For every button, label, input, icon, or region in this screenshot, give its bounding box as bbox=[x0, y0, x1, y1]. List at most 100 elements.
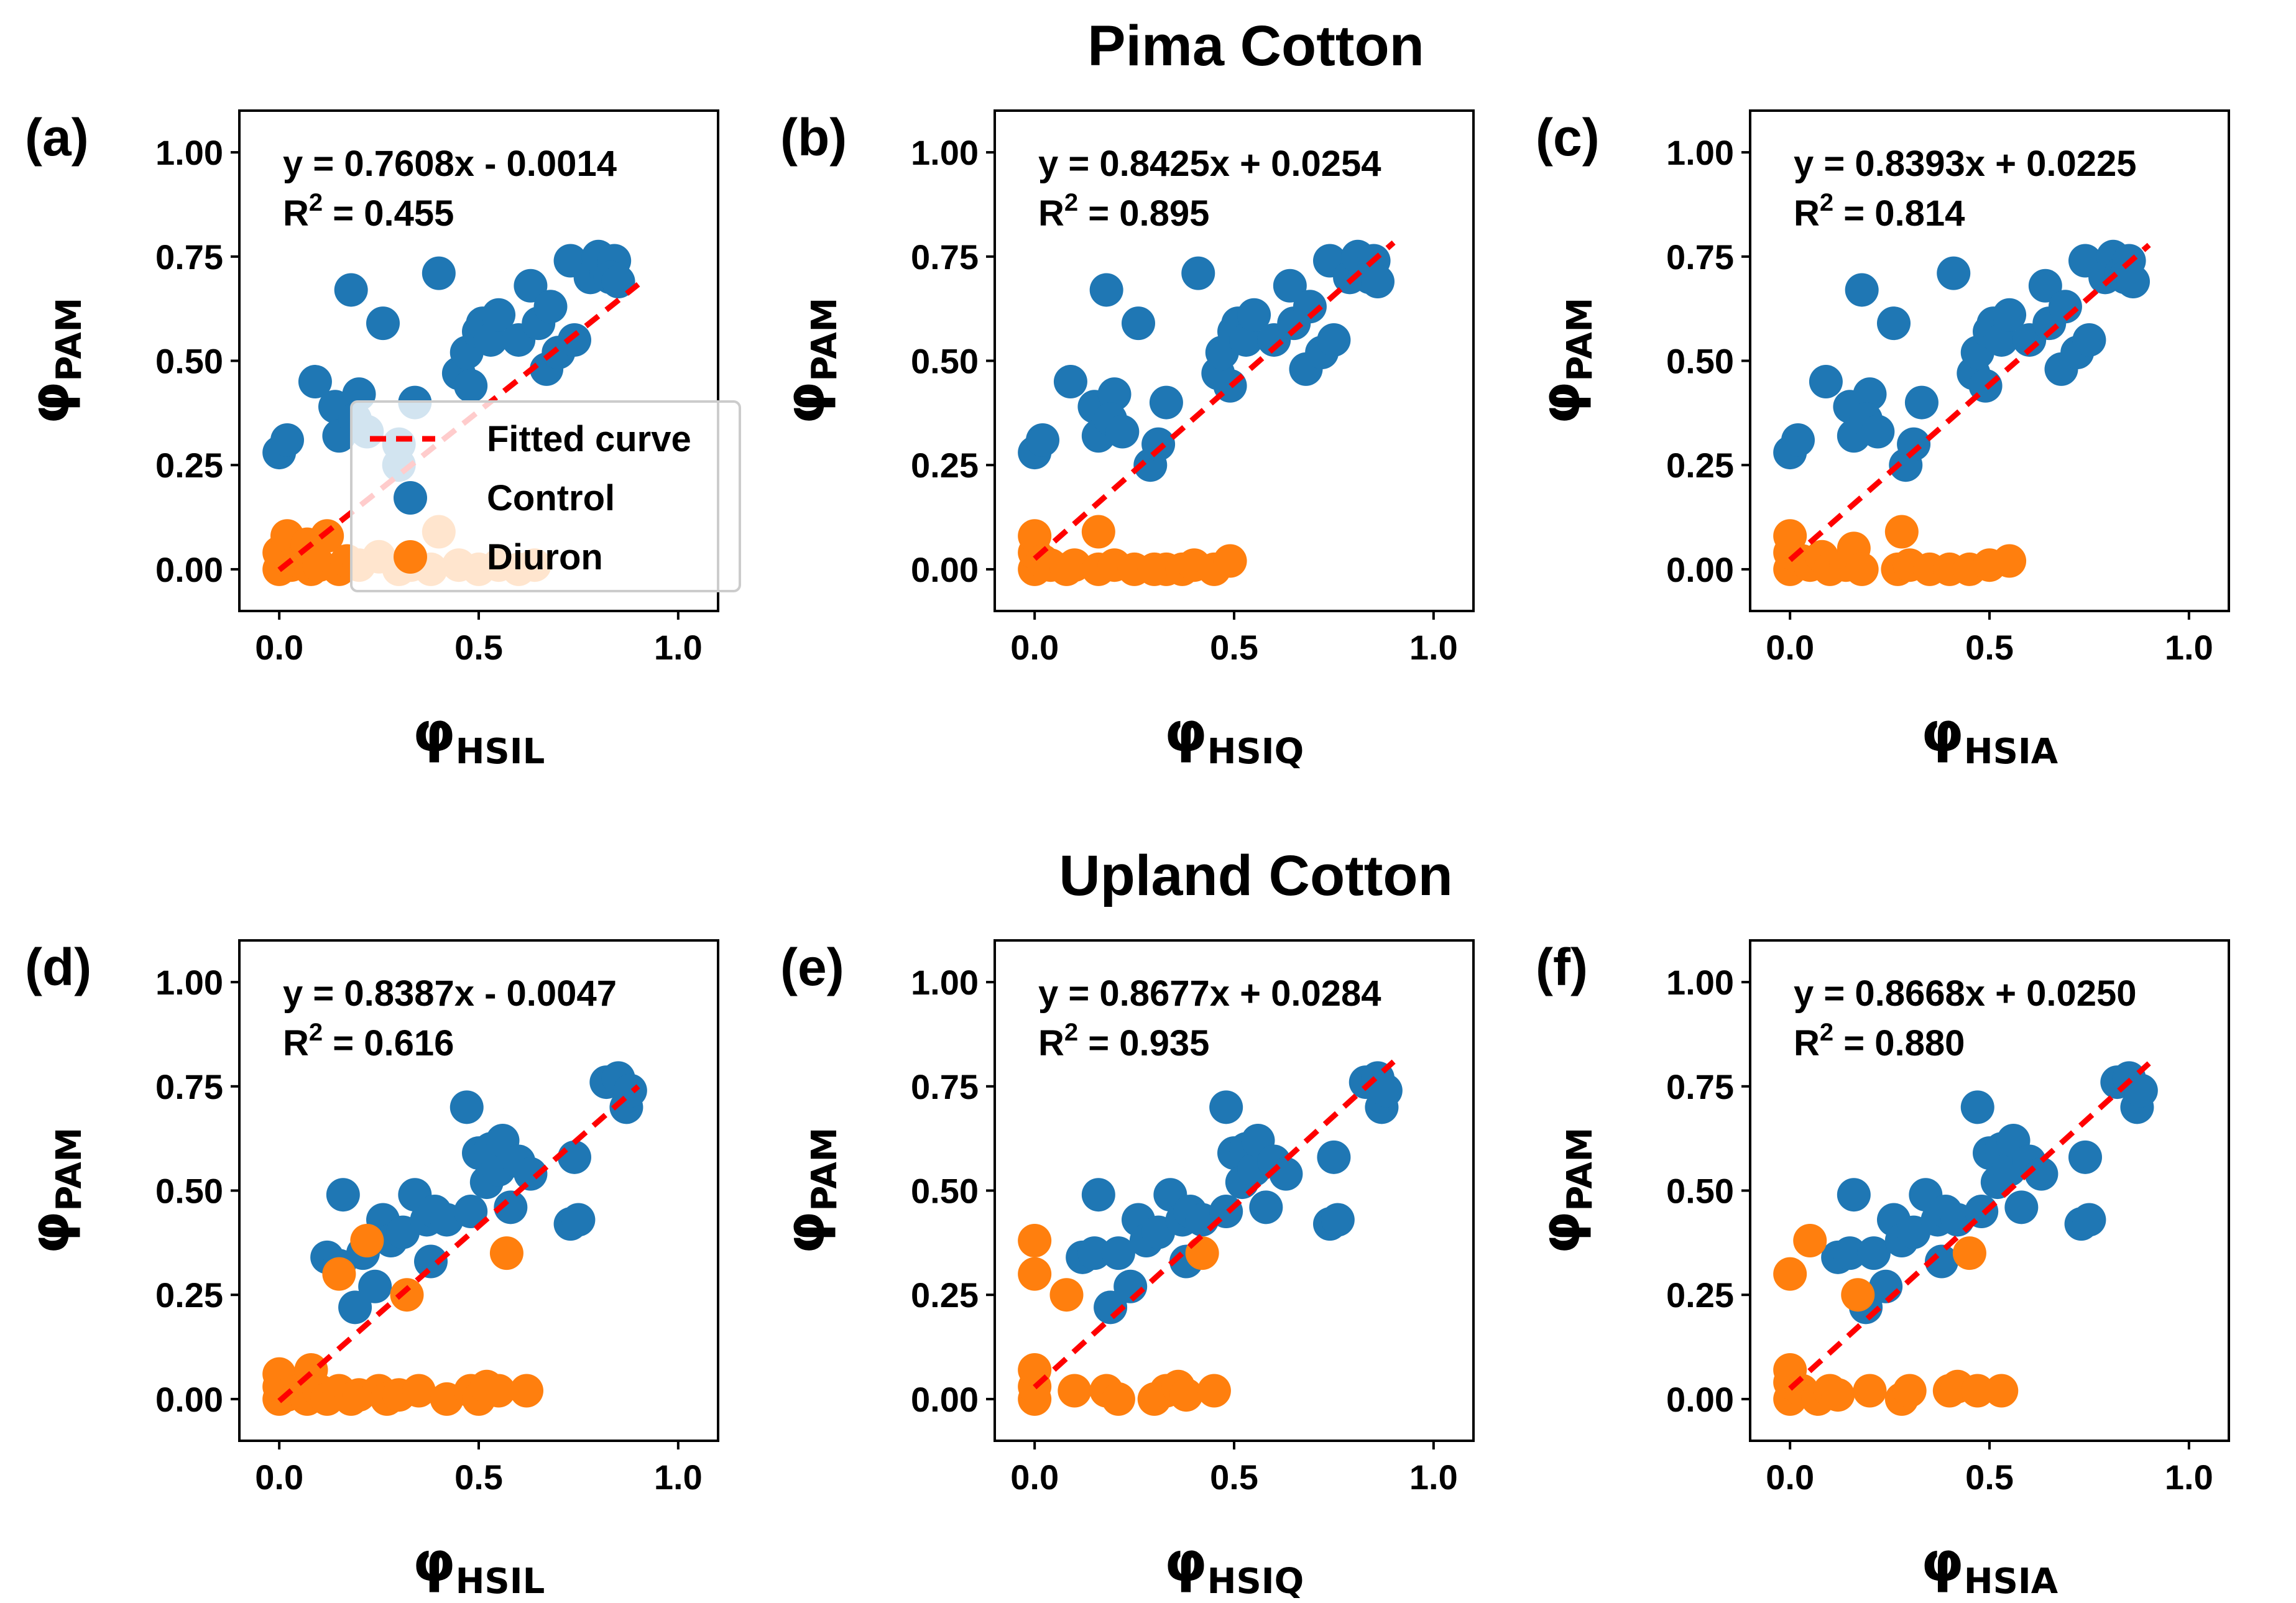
x-tick-label: 0.0 bbox=[1010, 628, 1059, 667]
control-point bbox=[1081, 1178, 1115, 1212]
x-axis-subscript: HSIA bbox=[1964, 1561, 2059, 1602]
x-tick-label: 0.5 bbox=[1965, 628, 2014, 667]
control-point bbox=[454, 369, 488, 403]
diuron-point bbox=[510, 1374, 543, 1408]
y-tick-label: 0.25 bbox=[911, 1275, 979, 1315]
diuron-point bbox=[1081, 515, 1115, 549]
y-axis-subscript: PAM bbox=[49, 1128, 90, 1211]
y-axis-label: φPAM bbox=[773, 1128, 845, 1254]
diuron-point bbox=[1960, 1374, 1994, 1408]
fit-equation: y = 0.8668x + 0.0250 bbox=[1794, 973, 2137, 1014]
x-tick-label: 0.5 bbox=[454, 628, 503, 667]
control-point bbox=[422, 256, 456, 290]
y-tick-label: 0.25 bbox=[911, 446, 979, 485]
x-axis-symbol: φ bbox=[413, 700, 456, 764]
control-point bbox=[1781, 423, 1815, 457]
r-squared-sup: 2 bbox=[309, 1019, 323, 1046]
panel-6: 0.0 0.5 1.0 0.00 0.25 0.50 0.75 1.00 y = 0.8668x… bbox=[1528, 938, 2230, 1602]
x-tick-label: 0.5 bbox=[1965, 1458, 2014, 1497]
y-tick-label: 0.00 bbox=[1666, 550, 1734, 589]
diuron-point bbox=[1049, 1278, 1084, 1312]
diuron-point bbox=[1018, 1257, 1052, 1291]
x-tick-label: 1.0 bbox=[654, 1458, 703, 1497]
y-tick-label: 0.00 bbox=[155, 550, 223, 589]
control-point bbox=[1269, 1157, 1303, 1191]
r-squared-prefix: R bbox=[1794, 193, 1820, 234]
y-axis-subscript: PAM bbox=[805, 1128, 845, 1211]
y-tick-label: 0.50 bbox=[1666, 1172, 1734, 1211]
diuron-point bbox=[1169, 1378, 1203, 1412]
panel-label: (e) bbox=[780, 938, 844, 996]
x-tick-label: 0.0 bbox=[1766, 628, 1814, 667]
r-squared-sup: 2 bbox=[1064, 1019, 1078, 1046]
panel-1: 0.0 0.5 1.0 0.00 0.25 0.50 0.75 1.00 y = 0.7608x… bbox=[17, 108, 741, 772]
section-title-pima: Pima Cotton bbox=[1087, 14, 1424, 78]
diuron-point bbox=[1985, 1374, 2019, 1408]
y-axis-symbol: φ bbox=[17, 382, 81, 425]
y-axis-symbol: φ bbox=[1528, 1211, 1592, 1254]
legend-diuron-marker bbox=[394, 540, 427, 574]
fitted-line bbox=[1033, 240, 1396, 561]
control-point bbox=[558, 1140, 591, 1174]
control-point bbox=[601, 265, 635, 299]
x-axis-label: φHSIL bbox=[413, 700, 545, 772]
panel-label: (f) bbox=[1536, 938, 1588, 996]
fit-equation: y = 0.8677x + 0.0284 bbox=[1038, 973, 1381, 1014]
diuron-point bbox=[1841, 1278, 1875, 1312]
control-point bbox=[1089, 273, 1123, 307]
plot-area bbox=[1018, 239, 1396, 586]
y-tick-label: 0.25 bbox=[1666, 446, 1734, 485]
diuron-point bbox=[1845, 552, 1879, 586]
control-point bbox=[2048, 290, 2082, 324]
control-point bbox=[1368, 1073, 1403, 1108]
control-point bbox=[1904, 385, 1939, 420]
section-title-upland: Upland Cotton bbox=[1059, 844, 1453, 907]
legend: Fitted curve Control Diuron bbox=[350, 400, 741, 592]
y-axis-label: φPAM bbox=[773, 298, 845, 425]
y-tick-label: 0.00 bbox=[911, 550, 979, 589]
x-tick-label: 1.0 bbox=[1409, 1458, 1458, 1497]
r-squared-value: = 0.895 bbox=[1078, 193, 1209, 234]
control-point bbox=[1053, 365, 1087, 399]
control-point bbox=[1141, 427, 1176, 461]
diuron-point bbox=[402, 1374, 436, 1408]
control-point bbox=[1237, 298, 1271, 332]
diuron-point bbox=[1101, 1382, 1135, 1416]
control-point bbox=[1837, 1178, 1871, 1212]
y-axis-subscript: PAM bbox=[49, 298, 90, 382]
r-squared: R2 = 0.814 bbox=[1794, 189, 1965, 234]
control-point bbox=[561, 1203, 596, 1237]
diuron-point bbox=[1058, 1374, 1092, 1408]
control-point bbox=[2004, 1190, 2039, 1224]
x-axis-symbol: φ bbox=[1921, 700, 1964, 764]
fit-equation: y = 0.8425x + 0.0254 bbox=[1038, 144, 1381, 184]
diuron-point bbox=[482, 1374, 516, 1408]
y-axis-label: φPAM bbox=[17, 1128, 90, 1254]
diuron-point bbox=[322, 1257, 356, 1291]
y-axis-symbol: φ bbox=[773, 1211, 837, 1254]
control-point bbox=[1077, 1236, 1112, 1270]
y-axis-label: φPAM bbox=[1528, 298, 1600, 425]
y-tick-label: 0.00 bbox=[1666, 1380, 1734, 1419]
diuron-point bbox=[1793, 1224, 1827, 1257]
control-point bbox=[338, 1290, 372, 1325]
x-tick-label: 0.5 bbox=[454, 1458, 503, 1497]
control-point bbox=[1097, 377, 1132, 411]
x-axis-symbol: φ bbox=[1921, 1530, 1964, 1594]
control-point bbox=[1209, 1090, 1243, 1124]
y-tick-label: 0.25 bbox=[155, 1275, 223, 1315]
control-point bbox=[1293, 290, 1327, 324]
x-axis-subscript: HSIL bbox=[456, 732, 545, 772]
legend-control-label: Control bbox=[487, 478, 615, 518]
r-squared-prefix: R bbox=[283, 193, 309, 234]
y-tick-label: 1.00 bbox=[1666, 963, 1734, 1002]
y-tick-label: 0.75 bbox=[155, 1067, 223, 1106]
y-tick-label: 1.00 bbox=[155, 963, 223, 1002]
control-point bbox=[1897, 427, 1931, 461]
diuron-point bbox=[1213, 544, 1247, 578]
panel-label: (d) bbox=[25, 938, 91, 996]
diuron-point bbox=[1185, 1236, 1219, 1270]
x-tick-label: 1.0 bbox=[1409, 628, 1458, 667]
control-point bbox=[1861, 415, 1895, 449]
control-point bbox=[1122, 306, 1155, 341]
